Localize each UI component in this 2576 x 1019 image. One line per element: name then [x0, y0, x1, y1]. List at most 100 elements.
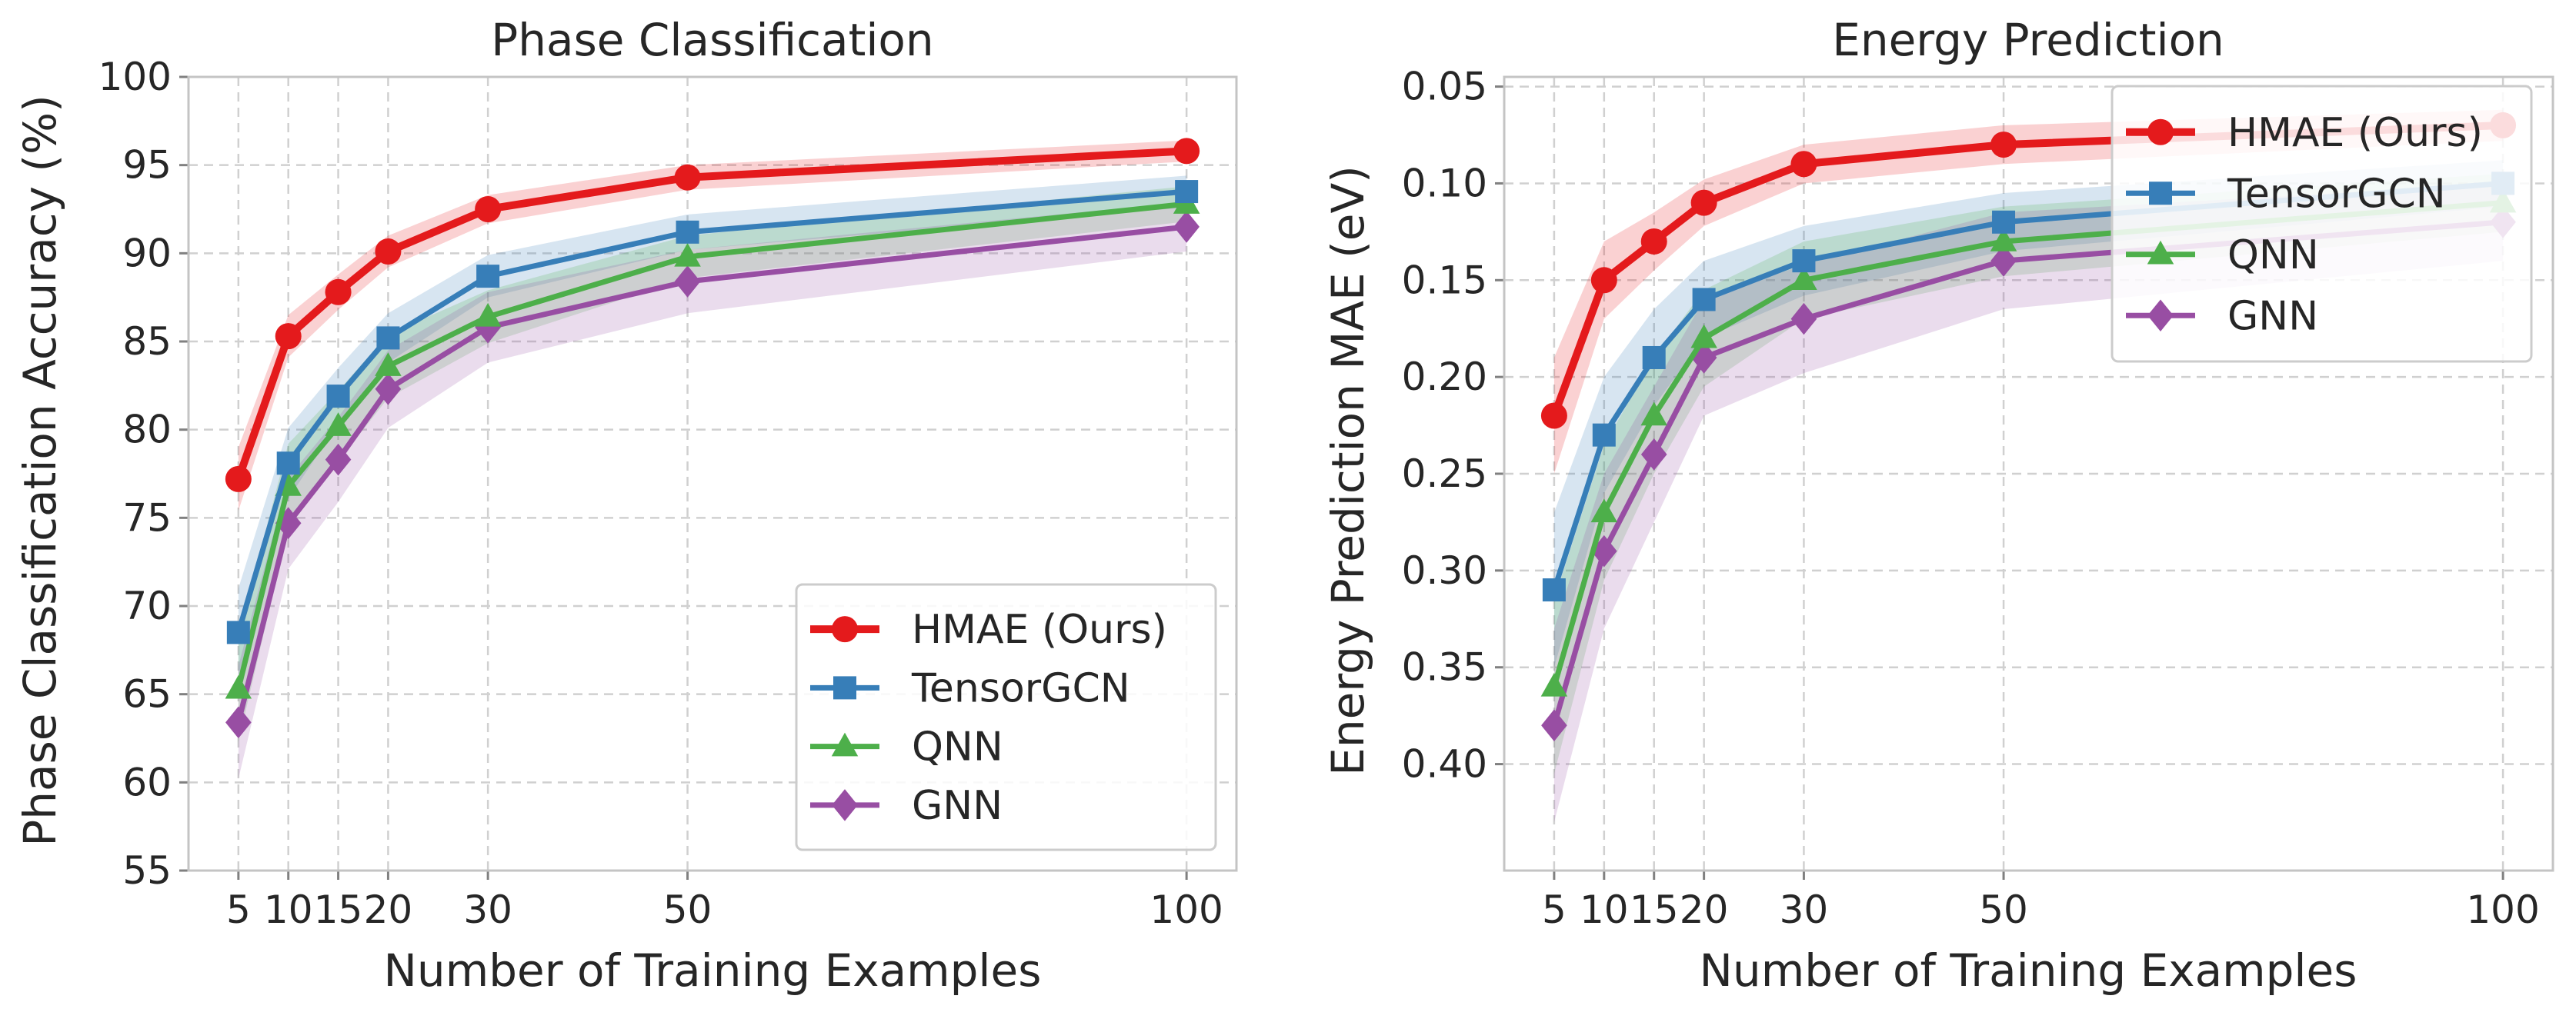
- y-tick-label: 75: [122, 495, 172, 540]
- data-point: [226, 621, 250, 644]
- x-axis-label: Number of Training Examples: [384, 944, 1042, 997]
- legend-marker: [2147, 118, 2174, 145]
- data-point: [474, 302, 502, 327]
- data-point: [225, 674, 252, 699]
- y-tick-label: 0.30: [1402, 548, 1487, 593]
- x-tick-label: 50: [663, 887, 712, 932]
- legend-item: TensorGCN: [810, 665, 1130, 711]
- data-point: [1990, 132, 2017, 158]
- x-tick-label: 100: [2466, 887, 2539, 932]
- data-point: [375, 373, 402, 405]
- x-tick-label: 100: [1150, 887, 1223, 932]
- chart-title: Energy Prediction: [1832, 14, 2224, 66]
- legend-item: GNN: [2126, 293, 2318, 339]
- y-tick-label: 0.40: [1402, 742, 1487, 787]
- data-point: [1590, 498, 1618, 523]
- y-tick-label: 65: [122, 672, 172, 717]
- data-point: [476, 265, 500, 288]
- data-point: [1692, 288, 1716, 311]
- data-point: [1690, 324, 1717, 348]
- legend-label: HMAE (Ours): [912, 607, 1167, 653]
- legend-marker: [831, 732, 859, 757]
- legend: HMAE (Ours) TensorGCN QNN GNN: [795, 583, 1217, 851]
- plot-frame: [187, 75, 1238, 872]
- data-point: [1990, 227, 2017, 251]
- y-tick-label: 95: [122, 143, 172, 188]
- data-point: [1540, 672, 1568, 697]
- y-axis-label: Phase Classification Accuracy (%): [14, 95, 66, 846]
- data-point: [1790, 151, 1817, 178]
- data-point: [674, 265, 701, 298]
- legend-marker: [832, 789, 858, 821]
- data-point: [1540, 402, 1567, 429]
- data-point: [326, 385, 350, 408]
- data-point: [1792, 249, 1816, 273]
- data-point: [1790, 266, 1817, 291]
- data-point: [1590, 267, 1617, 294]
- data-point: [674, 242, 701, 267]
- data-point: [325, 278, 352, 305]
- x-tick-label: 10: [264, 887, 313, 932]
- plot-frame: [1503, 75, 2554, 872]
- data-point: [1992, 210, 2016, 234]
- data-point: [676, 220, 699, 244]
- legend-label: QNN: [2227, 232, 2319, 278]
- data-point: [674, 164, 701, 191]
- legend-label: HMAE (Ours): [2227, 110, 2483, 156]
- legend-label: QNN: [912, 724, 1003, 771]
- x-axis-label: Number of Training Examples: [1700, 944, 2357, 997]
- y-tick-label: 60: [122, 760, 172, 804]
- y-tick-label: 0.35: [1402, 645, 1487, 690]
- data-point: [1541, 709, 1567, 742]
- x-tick-label: 10: [1580, 887, 1629, 932]
- data-point: [275, 323, 302, 350]
- data-point: [225, 465, 252, 492]
- data-point: [1542, 578, 1566, 602]
- y-tick-label: 100: [98, 55, 172, 99]
- x-tick-label: 30: [463, 887, 512, 932]
- data-point: [375, 352, 402, 376]
- y-tick-label: 0.15: [1402, 258, 1487, 302]
- legend-marker: [832, 616, 858, 643]
- legend: HMAE (Ours) TensorGCN QNN GNN: [2111, 85, 2533, 363]
- y-tick-label: 70: [122, 584, 172, 628]
- data-point: [1640, 228, 1667, 255]
- y-tick-label: 0.05: [1402, 65, 1487, 109]
- data-point: [1690, 341, 1717, 374]
- data-point: [475, 196, 502, 222]
- legend-marker: [2147, 299, 2174, 332]
- data-point: [1173, 211, 1200, 243]
- data-point: [1640, 401, 1667, 426]
- x-tick-label: 5: [226, 887, 251, 932]
- legend-label: TensorGCN: [911, 665, 1130, 711]
- energy-prediction-panel: Energy Prediction Number of Training Exa…: [1322, 14, 2554, 997]
- legend-marker: [2147, 240, 2174, 265]
- data-point: [1790, 302, 1817, 335]
- x-tick-label: 20: [364, 887, 413, 932]
- legend-item: HMAE (Ours): [810, 607, 1167, 653]
- x-tick-label: 50: [1979, 887, 2028, 932]
- legend-marker: [2149, 181, 2172, 205]
- y-tick-label: 80: [122, 408, 172, 452]
- phase-classification-panel: Phase Classification Number of Training …: [14, 14, 1238, 997]
- data-point: [376, 326, 400, 350]
- data-point: [1990, 245, 2017, 277]
- y-tick-label: 55: [122, 848, 172, 893]
- x-tick-label: 30: [1780, 887, 1829, 932]
- data-point: [1592, 423, 1616, 447]
- legend-item: GNN: [810, 783, 1003, 829]
- data-point: [276, 451, 300, 475]
- series-hmae-ours: [225, 138, 1200, 492]
- legend-frame: [2111, 85, 2533, 363]
- chart-title: Phase Classification: [491, 14, 933, 66]
- data-point: [375, 238, 402, 265]
- legend-item: TensorGCN: [2126, 171, 2446, 217]
- data-point: [1690, 189, 1717, 216]
- legend-item: QNN: [810, 724, 1003, 771]
- x-tick-label: 20: [1680, 887, 1729, 932]
- data-point: [325, 412, 352, 436]
- series-band: [238, 201, 1187, 779]
- x-tick-label: 15: [1630, 887, 1679, 932]
- series-tensorgcn: [226, 180, 1199, 644]
